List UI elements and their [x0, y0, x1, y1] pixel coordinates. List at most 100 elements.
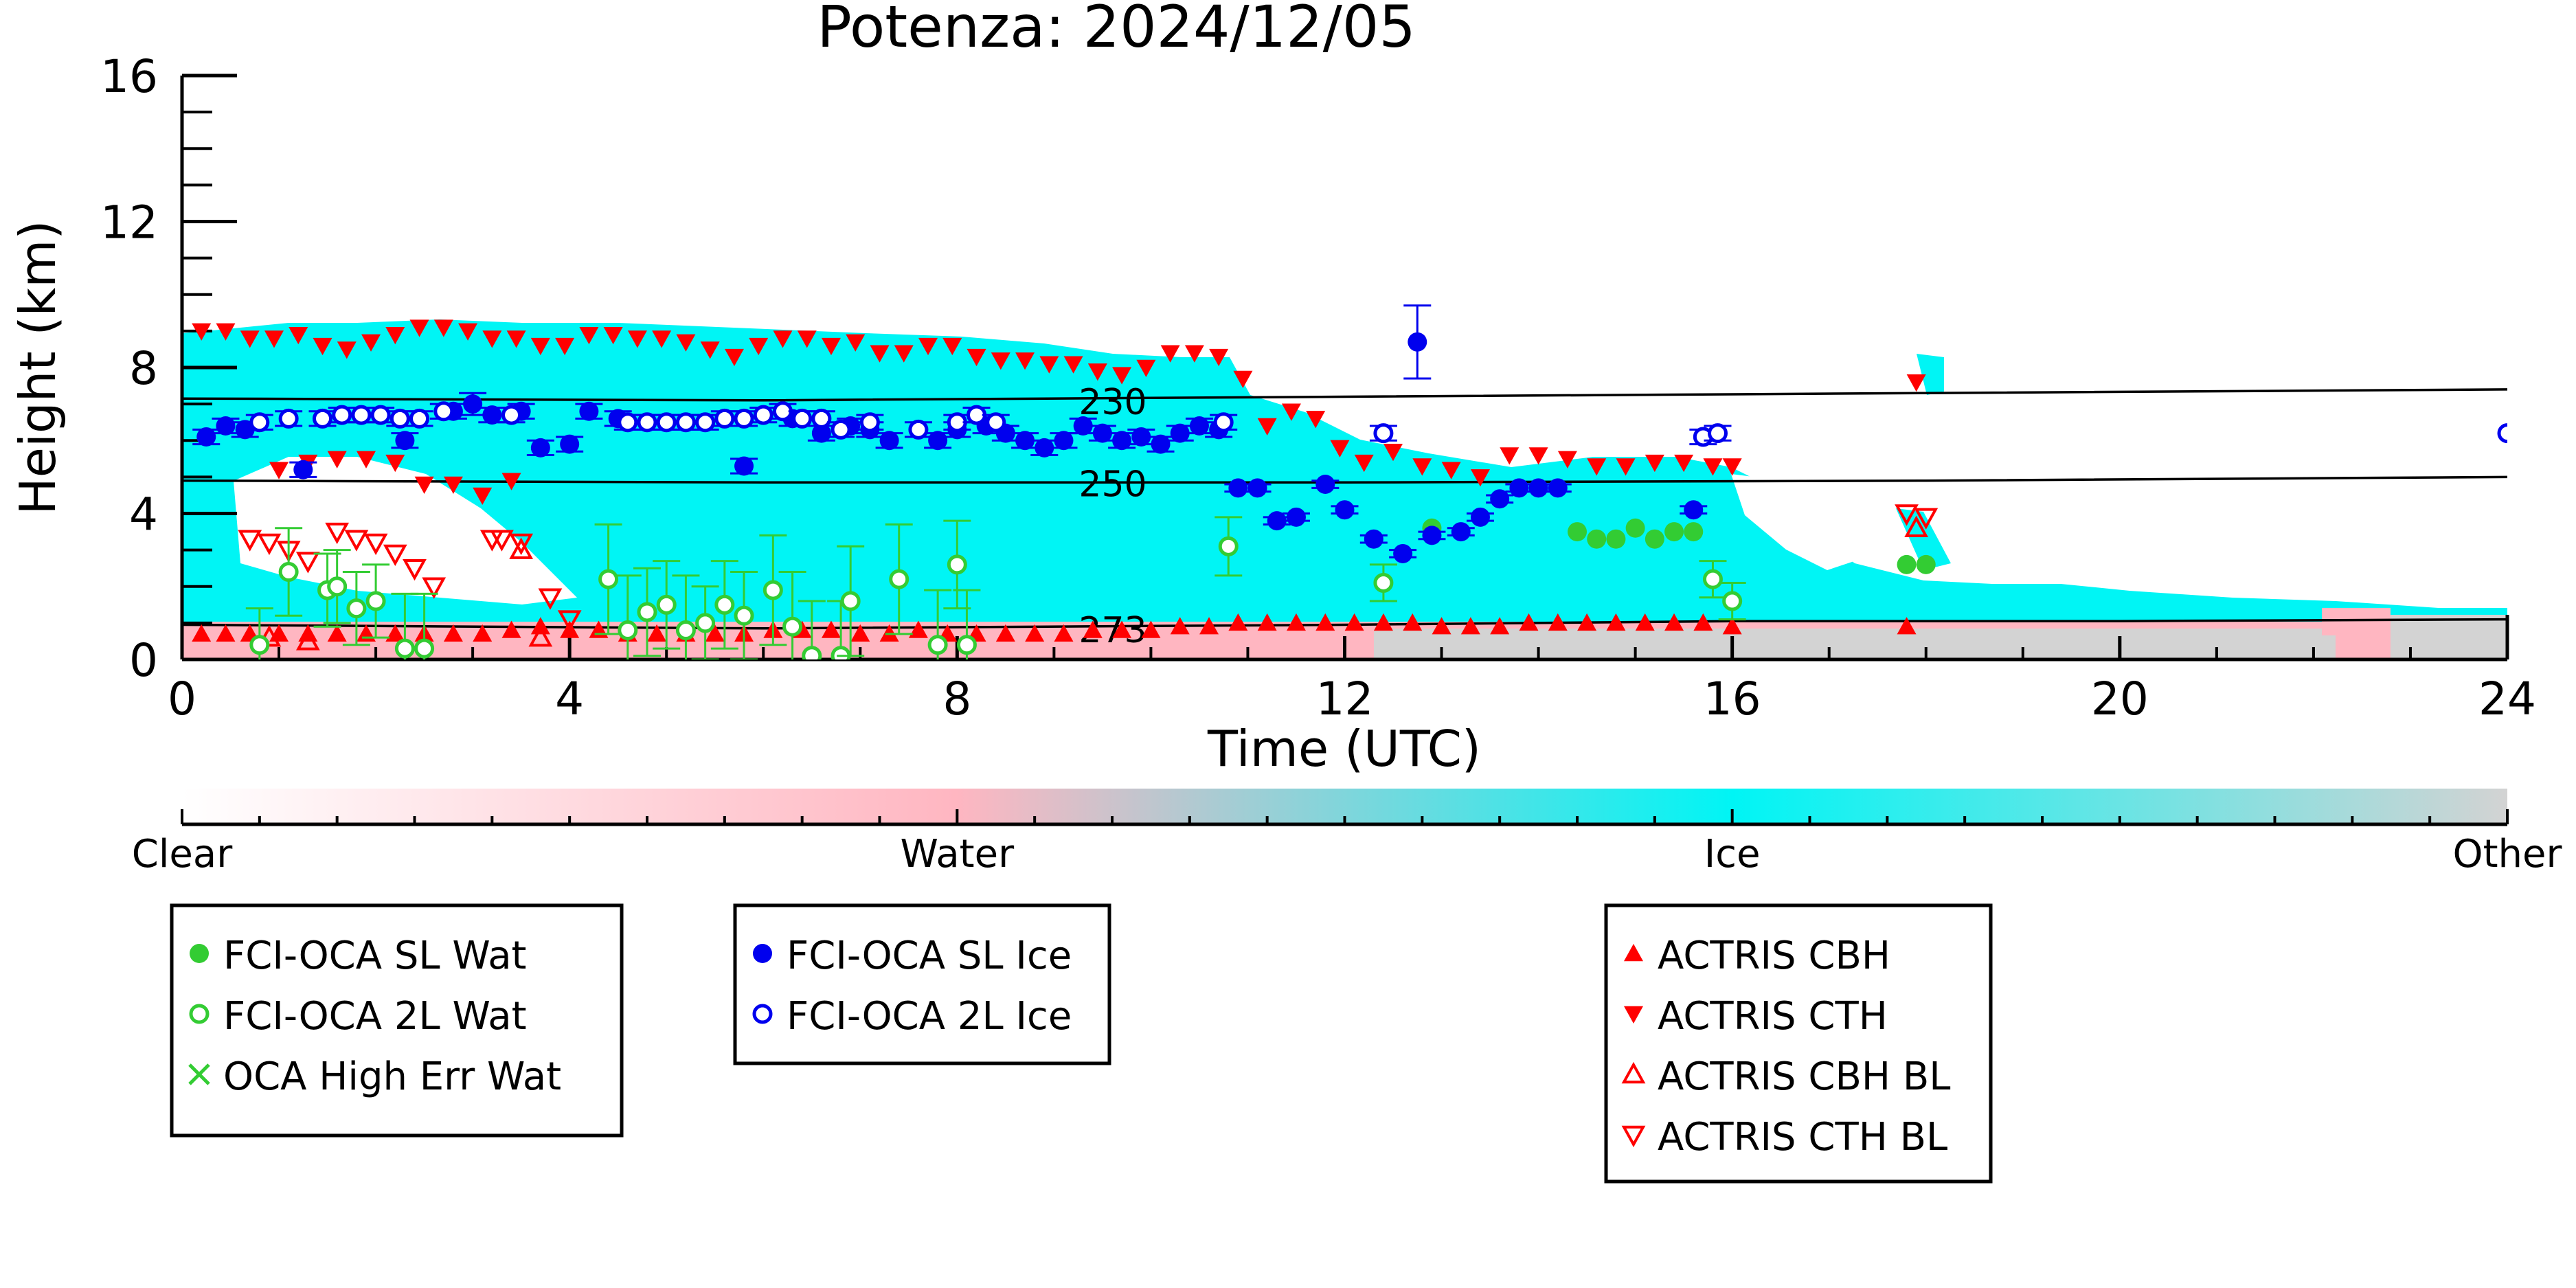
- legend-entry-actris-cth-bl: ACTRIS CTH BL: [1621, 1115, 1947, 1160]
- legend-marker: [752, 1004, 773, 1024]
- data-point: [1664, 613, 1684, 631]
- colorbar-ticks: [181, 809, 2509, 824]
- data-point: [1306, 411, 1326, 429]
- y-axis-label: Height (km): [9, 221, 67, 515]
- data-point: [490, 530, 514, 552]
- colorbar-label-other: Other: [2452, 832, 2562, 877]
- data-point: [501, 405, 522, 425]
- data-point: [1906, 374, 1926, 392]
- data-point: [1393, 543, 1413, 563]
- data-point: [295, 552, 320, 574]
- data-point: [1470, 469, 1490, 487]
- data-point: [1684, 522, 1704, 542]
- data-point: [1054, 431, 1074, 451]
- data-point: [908, 419, 929, 440]
- data-point: [249, 412, 270, 433]
- data-point: [264, 330, 284, 348]
- data-point: [1286, 613, 1306, 631]
- data-point: [433, 401, 454, 422]
- data-point: [238, 530, 262, 552]
- x-tick-label: 20: [2091, 673, 2149, 725]
- data-point: [1645, 529, 1664, 549]
- data-point: [443, 624, 463, 642]
- data-point: [1664, 522, 1684, 542]
- data-point: [1635, 613, 1655, 631]
- data-point: [389, 408, 410, 429]
- data-point: [482, 330, 502, 348]
- data-point: [1916, 554, 1936, 574]
- data-point: [700, 341, 720, 359]
- data-point: [1257, 418, 1277, 436]
- data-point: [1373, 423, 1394, 444]
- data-point: [414, 476, 434, 494]
- y-tick-label: 12: [100, 196, 158, 249]
- other-layer-region-2: [2391, 615, 2507, 659]
- data-point: [555, 337, 575, 356]
- data-point: [714, 594, 735, 615]
- data-point: [908, 620, 928, 638]
- data-point: [1422, 526, 1442, 545]
- data-point: [1702, 569, 1723, 589]
- legend-label: FCI-OCA 2L Wat: [223, 994, 527, 1039]
- data-point: [1209, 348, 1229, 367]
- data-point: [1015, 352, 1035, 370]
- data-point: [846, 334, 866, 352]
- legend-label: ACTRIS CBH: [1658, 934, 1890, 978]
- data-point: [1170, 423, 1190, 443]
- data-point: [1568, 522, 1587, 542]
- data-point: [192, 624, 212, 642]
- data-point: [1895, 504, 1919, 526]
- data-point: [1460, 617, 1480, 635]
- data-point: [831, 419, 851, 440]
- data-point: [216, 323, 236, 341]
- data-point: [850, 624, 870, 642]
- legend-label: FCI-OCA SL Wat: [223, 934, 527, 978]
- x-axis-label: Time (UTC): [1207, 720, 1481, 778]
- data-point: [249, 635, 270, 655]
- legend-marker: [1621, 1061, 1646, 1084]
- data-point: [1364, 529, 1383, 549]
- data-point: [762, 580, 783, 600]
- data-point: [840, 591, 861, 611]
- contour-line-230: [182, 388, 2507, 402]
- data-point: [724, 348, 744, 367]
- data-point: [1412, 458, 1432, 476]
- legend-box-1: FCI-OCA SL Wat FCI-OCA 2L Wat OCA High Err…: [170, 903, 624, 1138]
- data-point: [1432, 617, 1451, 635]
- data-point: [1073, 416, 1093, 436]
- data-point: [327, 451, 347, 468]
- data-point: [792, 408, 813, 429]
- data-point: [1184, 345, 1204, 363]
- data-point: [1914, 508, 1939, 530]
- data-point: [1267, 511, 1287, 531]
- data-point: [1693, 613, 1713, 631]
- data-point: [383, 544, 407, 567]
- legend-entry-actris-cth: ACTRIS CTH: [1624, 994, 1888, 1039]
- data-point: [1083, 620, 1103, 638]
- data-point: [637, 412, 657, 433]
- data-point: [1344, 613, 1364, 631]
- data-point: [1335, 500, 1355, 520]
- data-point: [501, 473, 521, 490]
- legend-entry-actris-cbh: ACTRIS CBH: [1624, 934, 1890, 978]
- data-point: [603, 326, 623, 345]
- data-point: [1684, 500, 1704, 520]
- legend-marker: [1624, 1006, 1643, 1024]
- data-point: [325, 522, 350, 545]
- data-point: [1286, 507, 1306, 527]
- data-point: [1722, 591, 1743, 611]
- data-point: [1247, 478, 1267, 498]
- colorbar-label-ice: Ice: [1704, 832, 1761, 877]
- data-point: [714, 408, 735, 429]
- data-point: [370, 405, 391, 425]
- legend-entry-fci-oca-2l-wat: FCI-OCA 2L Wat: [189, 994, 527, 1039]
- data-point: [337, 341, 357, 359]
- data-point: [1674, 454, 1694, 473]
- data-point: [2497, 423, 2507, 444]
- legend-entry-oca-high-err-wat: OCA High Err Wat: [188, 1054, 561, 1099]
- data-point: [1151, 434, 1171, 454]
- data-point: [332, 405, 352, 425]
- legend-label: FCI-OCA 2L Ice: [787, 994, 1072, 1039]
- legend-label: OCA High Err Wat: [223, 1054, 561, 1099]
